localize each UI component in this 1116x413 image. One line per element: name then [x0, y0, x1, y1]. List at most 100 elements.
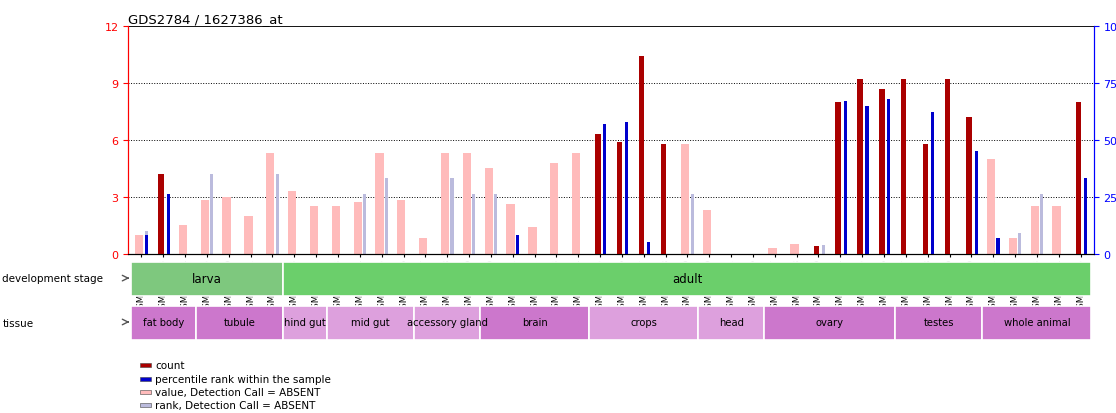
Bar: [166, 243, 170, 254]
Bar: [844, 102, 847, 254]
Bar: [691, 195, 694, 254]
Bar: [135, 235, 144, 254]
Bar: [484, 169, 493, 254]
Text: tissue: tissue: [2, 318, 33, 328]
Bar: [1084, 179, 1087, 254]
Text: crops: crops: [631, 317, 657, 327]
Bar: [528, 228, 537, 254]
Bar: [974, 152, 978, 254]
Bar: [244, 216, 252, 254]
Bar: [196, 306, 283, 340]
Bar: [595, 135, 600, 254]
Bar: [327, 306, 414, 340]
Bar: [1030, 206, 1039, 254]
Bar: [179, 225, 187, 254]
Bar: [507, 205, 514, 254]
Text: rank, Detection Call = ABSENT: rank, Detection Call = ABSENT: [155, 400, 316, 410]
Text: development stage: development stage: [2, 274, 104, 284]
Bar: [451, 179, 453, 254]
Bar: [703, 211, 711, 254]
Bar: [604, 125, 606, 254]
Bar: [397, 201, 405, 254]
Bar: [166, 195, 170, 254]
Bar: [1009, 239, 1017, 254]
Bar: [997, 238, 1000, 254]
Bar: [283, 306, 327, 340]
Text: hind gut: hind gut: [285, 317, 326, 327]
Bar: [158, 174, 164, 254]
Bar: [201, 201, 209, 254]
Text: whole animal: whole animal: [1003, 317, 1070, 327]
Bar: [288, 192, 296, 254]
Text: testes: testes: [923, 317, 954, 327]
Text: head: head: [719, 317, 743, 327]
Bar: [625, 122, 628, 254]
Bar: [982, 306, 1091, 340]
Bar: [283, 262, 1091, 296]
Text: fat body: fat body: [143, 317, 184, 327]
Bar: [145, 236, 147, 254]
Bar: [441, 154, 449, 254]
Bar: [857, 80, 863, 254]
Bar: [879, 89, 885, 254]
Bar: [472, 195, 475, 254]
Bar: [790, 244, 799, 254]
Bar: [480, 306, 589, 340]
Bar: [210, 174, 213, 254]
Text: value, Detection Call = ABSENT: value, Detection Call = ABSENT: [155, 387, 320, 397]
Bar: [550, 163, 558, 254]
Bar: [836, 102, 840, 254]
Bar: [814, 247, 819, 254]
Bar: [1076, 102, 1081, 254]
Bar: [966, 118, 972, 254]
Bar: [769, 248, 777, 254]
Text: accessory gland: accessory gland: [406, 317, 488, 327]
Bar: [494, 195, 498, 254]
Bar: [895, 306, 982, 340]
Bar: [145, 231, 147, 254]
Bar: [1018, 234, 1021, 254]
Text: adult: adult: [672, 272, 703, 285]
Bar: [571, 154, 580, 254]
Bar: [681, 144, 690, 254]
Text: brain: brain: [521, 317, 548, 327]
Bar: [865, 106, 868, 254]
Bar: [276, 174, 279, 254]
Bar: [418, 239, 427, 254]
Bar: [354, 203, 362, 254]
Bar: [661, 144, 666, 254]
Text: count: count: [155, 361, 184, 370]
Bar: [1052, 206, 1060, 254]
Bar: [363, 195, 366, 254]
Bar: [222, 197, 231, 254]
Bar: [763, 306, 895, 340]
Text: ovary: ovary: [816, 317, 844, 327]
Bar: [1040, 195, 1043, 254]
Text: percentile rank within the sample: percentile rank within the sample: [155, 374, 331, 384]
Bar: [375, 154, 384, 254]
Bar: [821, 245, 825, 254]
Bar: [266, 154, 275, 254]
Bar: [923, 144, 929, 254]
Text: tubule: tubule: [224, 317, 256, 327]
Bar: [310, 206, 318, 254]
Bar: [944, 80, 950, 254]
Bar: [131, 262, 283, 296]
Text: GDS2784 / 1627386_at: GDS2784 / 1627386_at: [128, 13, 283, 26]
Bar: [647, 243, 651, 254]
Bar: [463, 154, 471, 254]
Bar: [617, 142, 623, 254]
Bar: [516, 236, 519, 254]
Bar: [385, 179, 388, 254]
Bar: [931, 113, 934, 254]
Bar: [887, 100, 891, 254]
Bar: [331, 206, 340, 254]
Bar: [901, 80, 906, 254]
Text: larva: larva: [192, 272, 222, 285]
Bar: [131, 306, 196, 340]
Bar: [589, 306, 699, 340]
Bar: [638, 57, 644, 254]
Bar: [414, 306, 480, 340]
Text: mid gut: mid gut: [352, 317, 391, 327]
Bar: [699, 306, 763, 340]
